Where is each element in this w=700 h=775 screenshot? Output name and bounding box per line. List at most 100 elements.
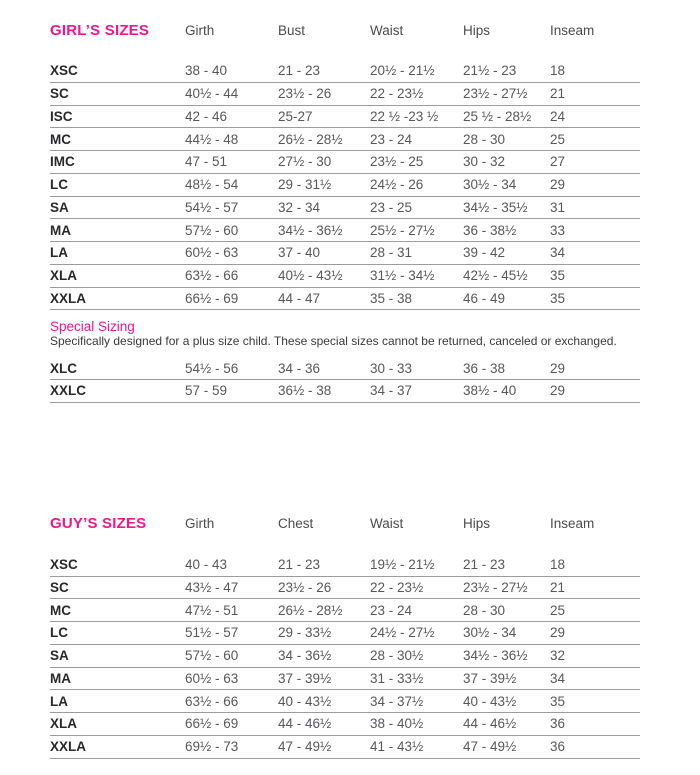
- measurement-value: 47 - 51: [185, 154, 228, 170]
- measurement-value: 35: [550, 268, 566, 284]
- column-header-hips: Hips: [463, 516, 491, 532]
- measurement-value: 25 ½ - 28½: [463, 108, 532, 124]
- table-row: LA 63½ - 66 40 - 43½ 34 - 37½ 40 - 43½ 35: [50, 690, 640, 713]
- measurement-value: 35 - 38: [370, 290, 413, 306]
- table-row: XSC 40 - 43 21 - 23 19½ - 21½ 21 - 23 18: [50, 554, 640, 577]
- measurement-value: 38 - 40: [185, 63, 228, 79]
- measurement-value: 44 - 46½: [278, 716, 332, 732]
- measurement-value: 47½ - 51: [185, 602, 239, 618]
- table-row: LC 51½ - 57 29 - 33½ 24½ - 27½ 30½ - 34 29: [50, 622, 640, 645]
- size-code-label: MC: [50, 131, 71, 147]
- table-row: XSC 38 - 40 21 - 23 20½ - 21½ 21½ - 23 18: [50, 60, 640, 83]
- measurement-value: 54½ - 57: [185, 199, 239, 215]
- size-code-label: ISC: [50, 108, 73, 124]
- measurement-value: 22 - 23½: [370, 86, 424, 102]
- measurement-value: 66½ - 69: [185, 716, 239, 732]
- measurement-value: 20½ - 21½: [370, 63, 435, 79]
- measurement-value: 27½ - 30: [278, 154, 332, 170]
- measurement-value: 28 - 30: [463, 602, 506, 618]
- measurement-value: 31: [550, 199, 566, 215]
- special-sizing-table: XLC 54½ - 56 34 - 36 30 - 33 36 - 38 29 XXLC 57…: [50, 357, 640, 403]
- measurement-value: 35: [550, 693, 566, 709]
- size-code-label: IMC: [50, 154, 75, 170]
- measurement-value: 21 - 23: [463, 557, 506, 573]
- measurement-value: 19½ - 21½: [370, 557, 435, 573]
- special-sizing-block: Special Sizing Specifically designed for…: [50, 320, 700, 403]
- size-code-label: SC: [50, 86, 69, 102]
- table-row: XLC 54½ - 56 34 - 36 30 - 33 36 - 38 29: [50, 357, 640, 380]
- column-header-inseam: Inseam: [550, 22, 595, 38]
- girls-sizes-section: GIRL’S SIZES Girth Bust Waist Hips Insea…: [50, 21, 700, 403]
- measurement-value: 26½ - 28½: [278, 131, 343, 147]
- girls-sizes-table: XSC 38 - 40 21 - 23 20½ - 21½ 21½ - 23 18 SC 40…: [50, 60, 640, 311]
- measurement-value: 43½ - 47: [185, 579, 239, 595]
- column-header-waist: Waist: [370, 22, 404, 38]
- size-code-label: MC: [50, 602, 71, 618]
- measurement-value: 36: [550, 739, 566, 755]
- measurement-value: 48½ - 54: [185, 177, 239, 193]
- measurement-value: 22 - 23½: [370, 579, 424, 595]
- size-code-label: LA: [50, 693, 68, 709]
- measurement-value: 25½ - 27½: [370, 222, 435, 238]
- size-code-label: SA: [50, 199, 69, 215]
- measurement-value: 40½ - 43½: [278, 268, 343, 284]
- measurement-value: 40 - 43½: [463, 693, 517, 709]
- size-code-label: XXLA: [50, 290, 87, 306]
- measurement-value: 23½ - 27½: [463, 579, 528, 595]
- measurement-value: 34 - 37: [370, 383, 413, 399]
- measurement-value: 34½ - 36½: [278, 222, 343, 238]
- column-header-chest: Chest: [278, 516, 314, 532]
- measurement-value: 25: [550, 131, 566, 147]
- measurement-value: 38½ - 40: [463, 383, 517, 399]
- size-code-label: MA: [50, 222, 71, 238]
- measurement-value: 32: [550, 648, 566, 664]
- measurement-value: 37 - 39½: [278, 670, 332, 686]
- measurement-value: 36½ - 38: [278, 383, 332, 399]
- size-code-label: LA: [50, 245, 68, 261]
- measurement-value: 34½ - 35½: [463, 199, 528, 215]
- table-row: MA 60½ - 63 37 - 39½ 31 - 33½ 37 - 39½ 34: [50, 668, 640, 691]
- measurement-value: 40½ - 44: [185, 86, 239, 102]
- measurement-value: 44 - 47: [278, 290, 321, 306]
- measurement-value: 21 - 23: [278, 557, 321, 573]
- table-row: LA 60½ - 63 37 - 40 28 - 31 39 - 42 34: [50, 242, 640, 265]
- size-code-label: LC: [50, 177, 68, 193]
- table-row: XXLC 57 - 59 36½ - 38 34 - 37 38½ - 40 29: [50, 380, 640, 403]
- special-sizing-title: Special Sizing: [50, 319, 135, 335]
- column-header-waist: Waist: [370, 516, 404, 532]
- measurement-value: 37 - 40: [278, 245, 321, 261]
- measurement-value: 46 - 49: [463, 290, 506, 306]
- measurement-value: 28 - 30: [463, 131, 506, 147]
- guys-header-row: GUY’S SIZES Girth Chest Waist Hips Insea…: [50, 515, 640, 533]
- measurement-value: 23½ - 26: [278, 86, 332, 102]
- measurement-value: 21½ - 23: [463, 63, 517, 79]
- size-code-label: XSC: [50, 557, 78, 573]
- measurement-value: 21 - 23: [278, 63, 321, 79]
- measurement-value: 29 - 33½: [278, 625, 332, 641]
- measurement-value: 34: [550, 245, 566, 261]
- measurement-value: 47 - 49½: [463, 739, 517, 755]
- girls-header-row: GIRL’S SIZES Girth Bust Waist Hips Insea…: [50, 21, 640, 39]
- measurement-value: 30½ - 34: [463, 625, 517, 641]
- measurement-value: 34 - 37½: [370, 693, 424, 709]
- measurement-value: 26½ - 28½: [278, 602, 343, 618]
- measurement-value: 42½ - 45½: [463, 268, 528, 284]
- table-row: SA 54½ - 57 32 - 34 23 - 25 34½ - 35½ 31: [50, 197, 640, 220]
- size-code-label: XLA: [50, 716, 77, 732]
- table-row: XXLA 69½ - 73 47 - 49½ 41 - 43½ 47 - 49½ 36: [50, 736, 640, 759]
- measurement-value: 18: [550, 557, 566, 573]
- measurement-value: 38 - 40½: [370, 716, 424, 732]
- measurement-value: 36 - 38½: [463, 222, 517, 238]
- measurement-value: 57½ - 60: [185, 648, 239, 664]
- table-row: MC 47½ - 51 26½ - 28½ 23 - 24 28 - 30 25: [50, 599, 640, 622]
- measurement-value: 34: [550, 670, 566, 686]
- measurement-value: 36: [550, 716, 566, 732]
- measurement-value: 44½ - 48: [185, 131, 239, 147]
- size-code-label: XXLC: [50, 383, 87, 399]
- size-code-label: XLA: [50, 268, 77, 284]
- measurement-value: 37 - 39½: [463, 670, 517, 686]
- measurement-value: 23½ - 27½: [463, 86, 528, 102]
- measurement-value: 24½ - 27½: [370, 625, 435, 641]
- column-header-inseam: Inseam: [550, 516, 595, 532]
